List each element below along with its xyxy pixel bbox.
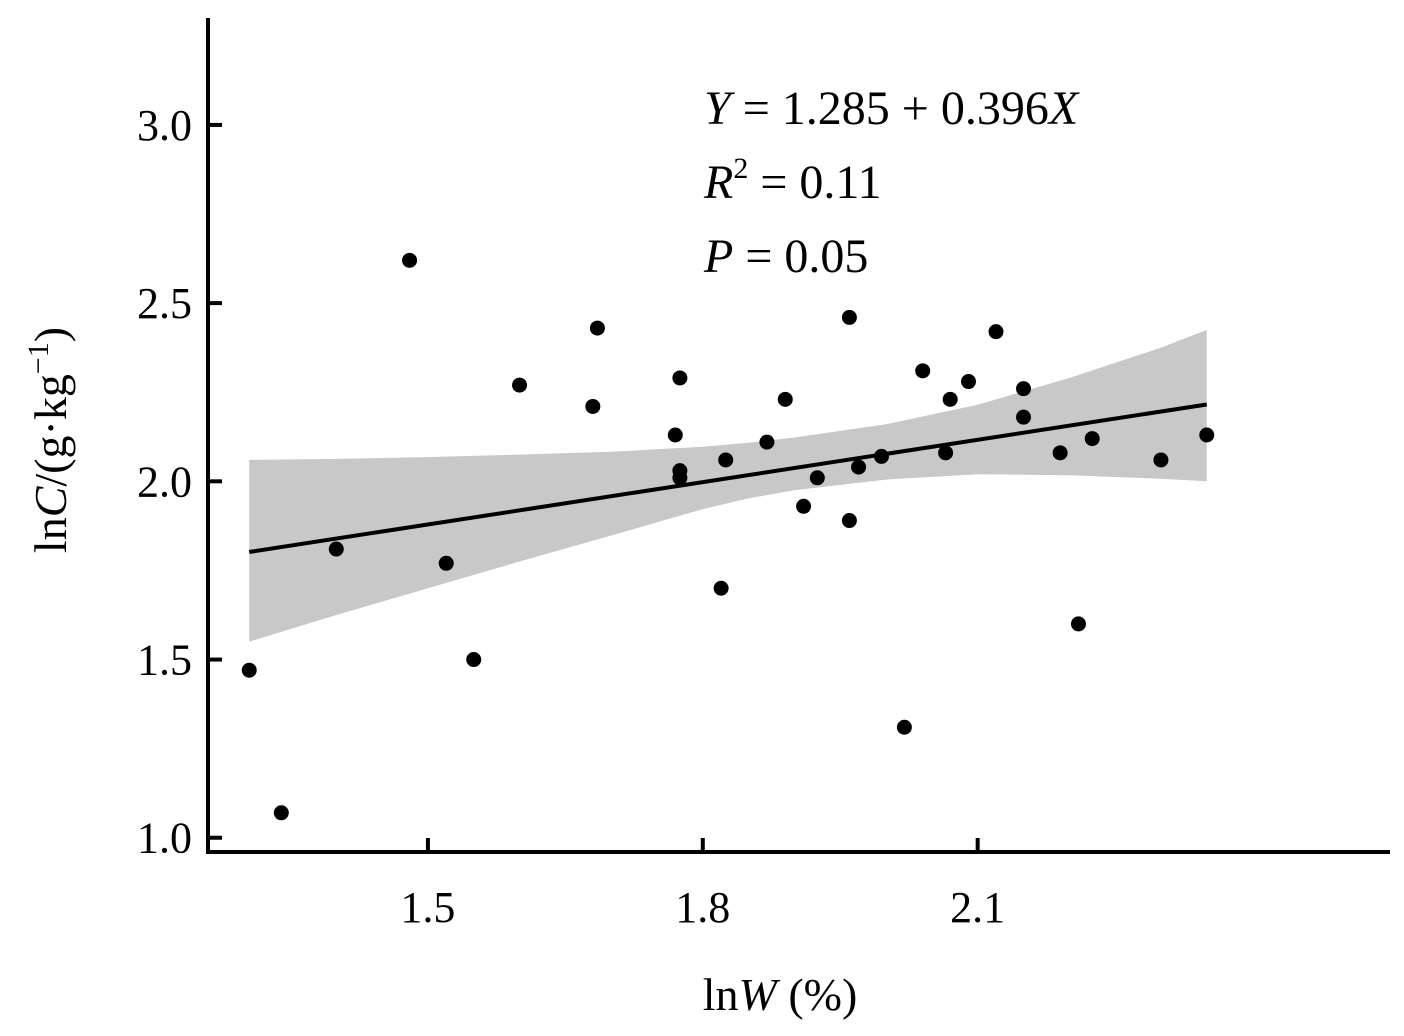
data-point: [873, 448, 889, 464]
data-point: [512, 377, 528, 393]
data-point: [466, 652, 482, 668]
y-tick-label: 2.0: [137, 457, 192, 506]
p-value-value: = 0.05: [733, 230, 868, 283]
data-point: [328, 541, 344, 557]
p-value-label: P = 0.05: [703, 230, 868, 283]
data-point: [988, 324, 1004, 340]
equation-x: X: [1047, 82, 1080, 135]
data-point: [672, 470, 688, 486]
y-tick-label: 2.5: [137, 279, 192, 328]
x-tick-label: 1.5: [400, 883, 455, 932]
regression-line: [248, 402, 1208, 554]
x-axis-title-unit: (%): [777, 969, 857, 1020]
y-axis-title-unit: /(g·kg: [25, 374, 76, 486]
equation-expression: = 1.285 + 0.396: [731, 82, 1049, 135]
y-axis-title: lnC/(g·kg−1): [22, 327, 76, 553]
data-point: [402, 252, 418, 268]
confidence-band-layer: [249, 329, 1207, 642]
regression-line-layer: [248, 402, 1208, 554]
data-point: [961, 374, 977, 390]
y-ticks: 1.0 1.5 2.0 2.5 3.0: [137, 101, 222, 863]
data-point: [1015, 381, 1031, 397]
x-axis-title-prefix: ln: [703, 969, 739, 1020]
confidence-band: [249, 329, 1207, 642]
data-point: [759, 434, 775, 450]
r-squared-label: R2 = 0.11: [703, 152, 882, 209]
y-tick-label: 1.5: [137, 636, 192, 685]
data-point: [942, 391, 958, 407]
r-squared-value: = 0.11: [748, 156, 881, 209]
r-squared-r: R: [703, 156, 733, 209]
data-point: [841, 513, 857, 529]
data-point: [915, 363, 931, 379]
data-point: [1153, 452, 1169, 468]
y-axis-title-superscript: −1: [22, 342, 55, 374]
y-axis-title-variable: C: [25, 485, 76, 517]
data-point: [1199, 427, 1215, 443]
data-point: [667, 427, 683, 443]
data-point: [713, 580, 729, 596]
data-point: [796, 498, 812, 514]
data-point: [438, 555, 454, 571]
data-point: [585, 398, 601, 414]
p-value-p: P: [703, 230, 733, 283]
data-point: [273, 805, 289, 821]
data-point: [777, 391, 793, 407]
y-axis-title-close: ): [25, 327, 76, 342]
data-points-layer: [241, 252, 1215, 821]
equation-y: Y: [704, 82, 735, 135]
r-squared-superscript: 2: [733, 152, 748, 185]
data-point: [1084, 431, 1100, 447]
y-tick-label: 1.0: [137, 814, 192, 863]
data-point: [1015, 409, 1031, 425]
data-point: [1070, 616, 1086, 632]
data-point: [851, 459, 867, 475]
data-point: [841, 309, 857, 325]
y-tick-label: 3.0: [137, 101, 192, 150]
data-point: [938, 445, 954, 461]
x-axis-title-variable: W: [738, 969, 780, 1020]
data-point: [809, 470, 825, 486]
equation-label: Y = 1.285 + 0.396X: [704, 82, 1080, 135]
y-axis-title-prefix: ln: [25, 517, 76, 553]
data-point: [241, 662, 257, 678]
data-point: [672, 370, 688, 386]
data-point: [896, 719, 912, 735]
data-point: [1052, 445, 1068, 461]
x-tick-label: 1.8: [675, 883, 730, 932]
x-axis-title: lnW (%): [703, 969, 858, 1020]
x-tick-label: 2.1: [950, 883, 1005, 932]
data-point: [589, 320, 605, 336]
data-point: [718, 452, 734, 468]
x-ticks: 1.5 1.8 2.1: [400, 838, 1005, 932]
